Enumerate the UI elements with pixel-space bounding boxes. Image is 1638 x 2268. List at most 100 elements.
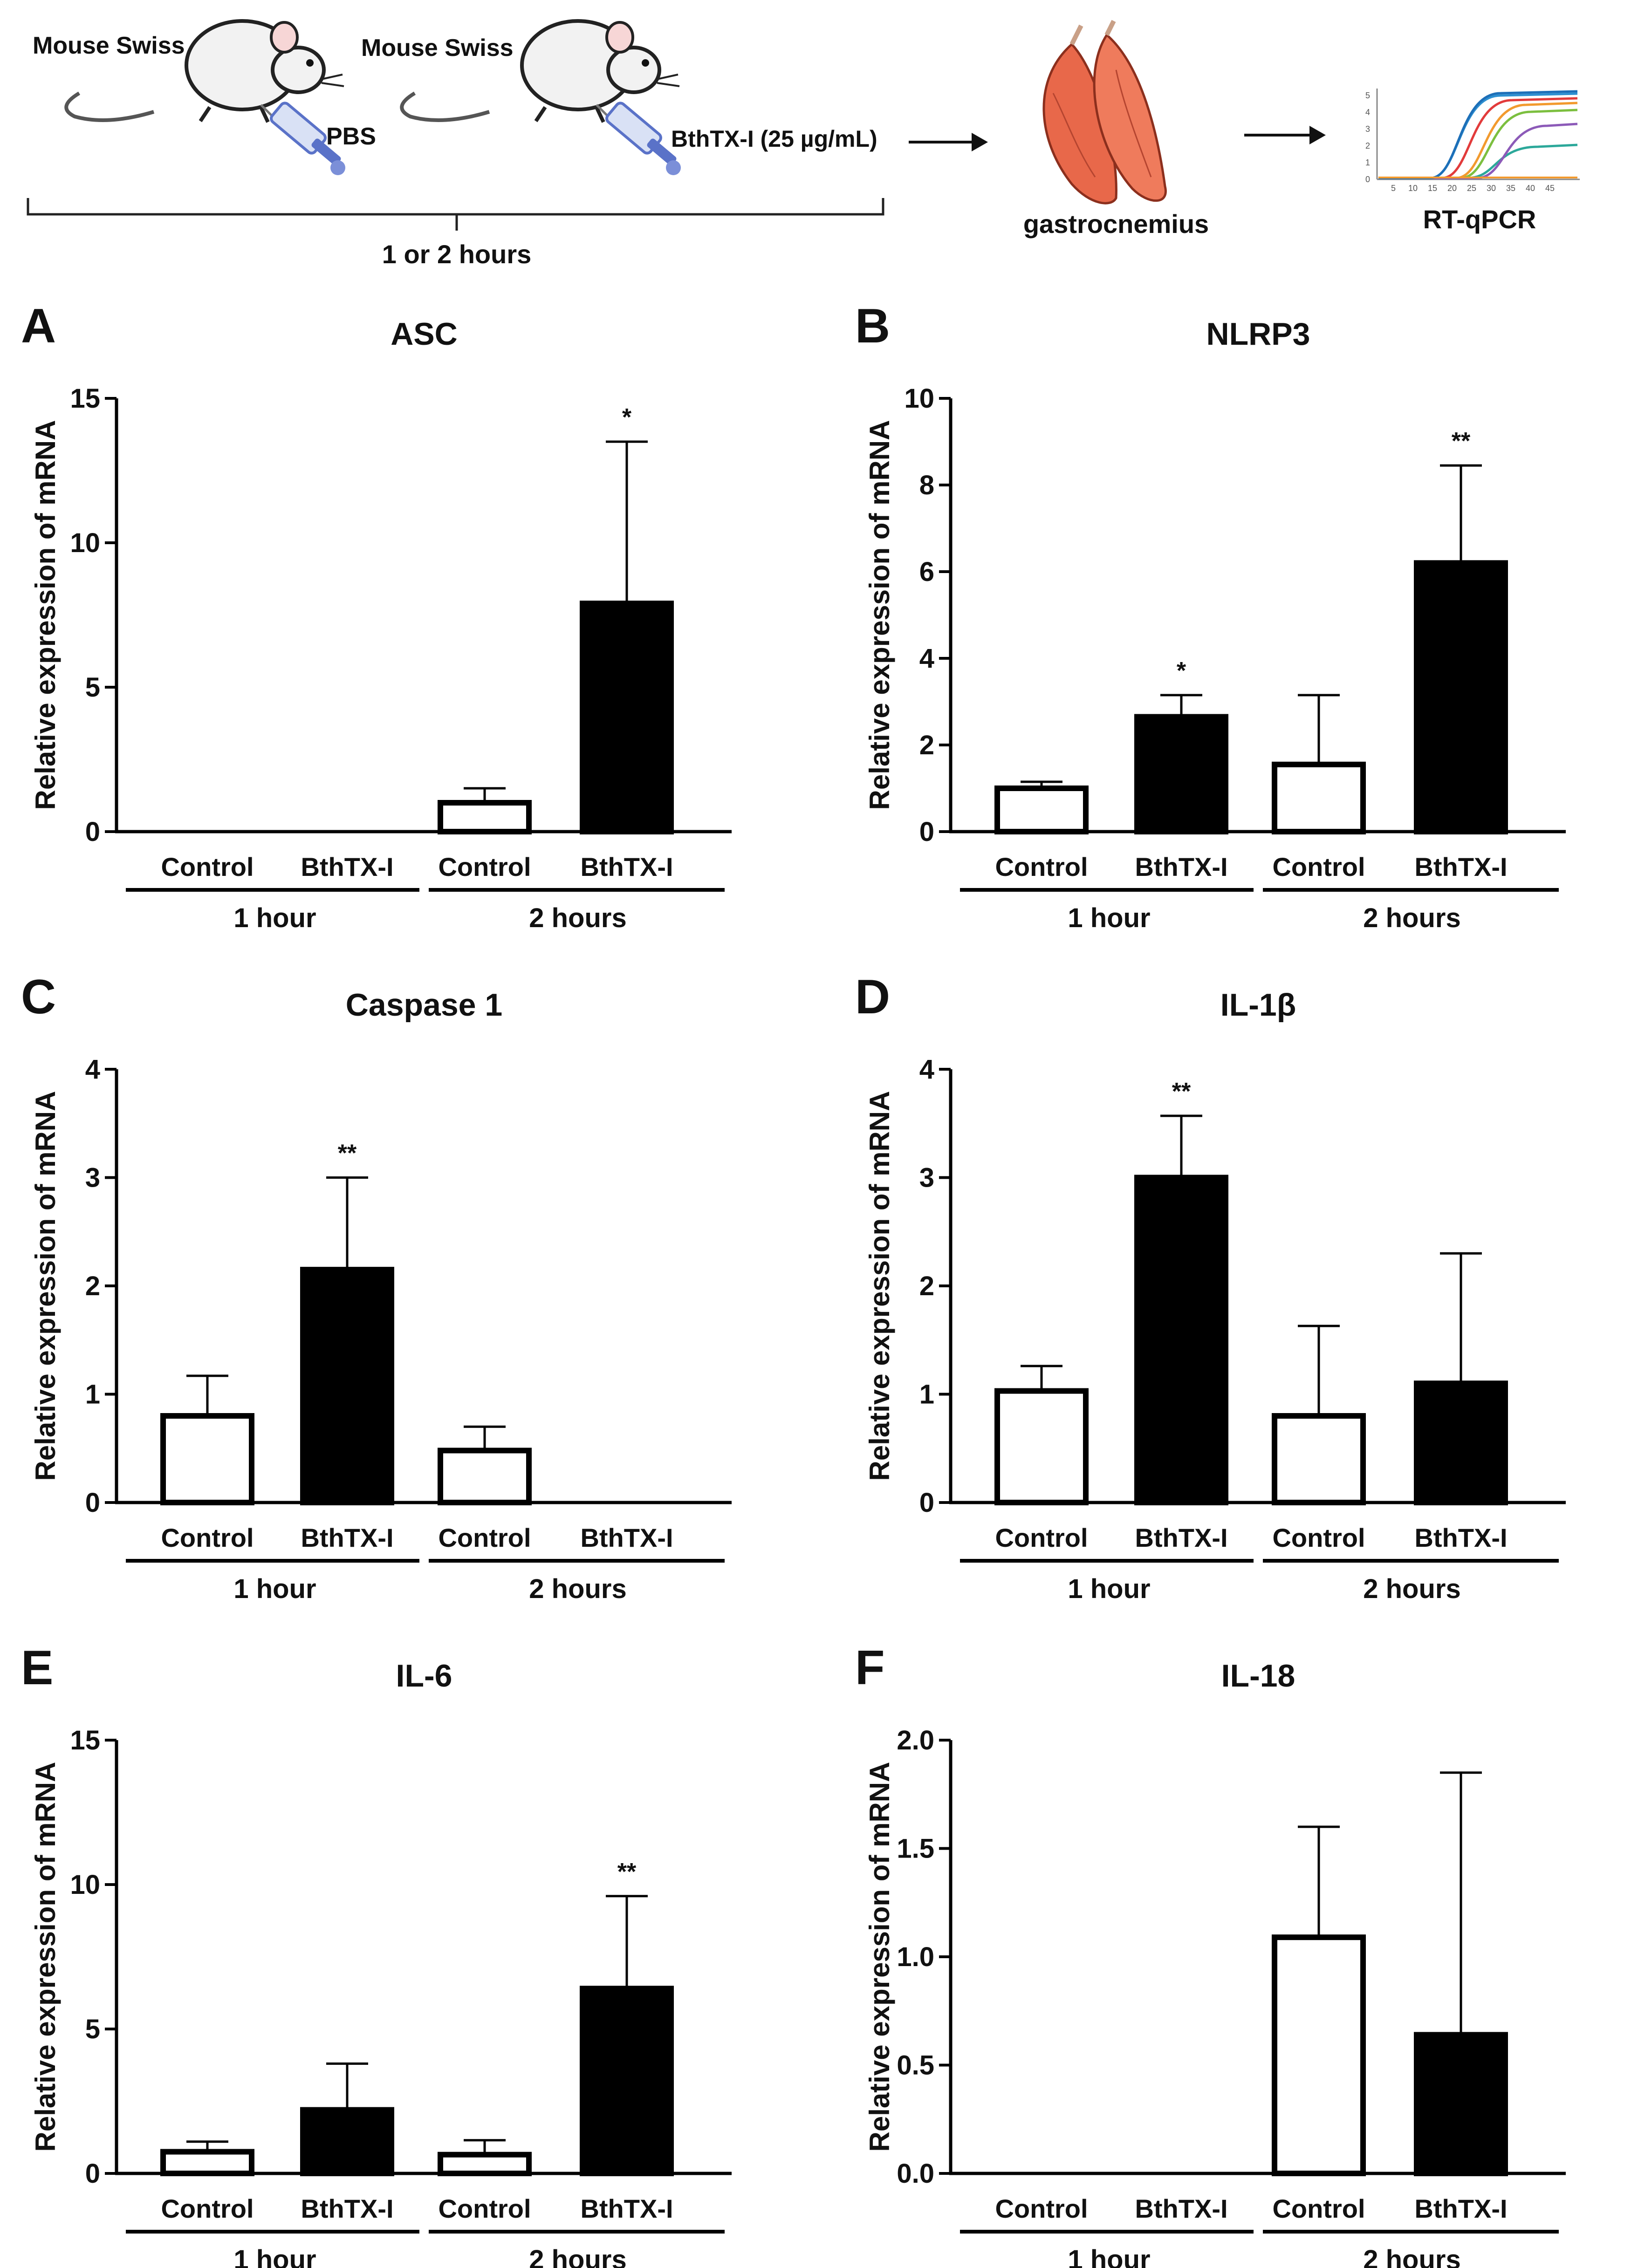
category-label: Control [1272,852,1365,881]
group-label: 1 hour [1068,903,1150,933]
category-label: Control [995,1523,1088,1552]
category-label: BthTX-I [1135,1523,1227,1552]
y-axis-label: Relative expression of mRNA [864,1762,895,2152]
chart-title: ASC [391,316,458,352]
category-label: Control [161,1523,254,1552]
bar [1272,1934,1366,2177]
mouse-label-1: Mouse Swiss [33,32,185,59]
category-label: BthTX-I [580,1523,673,1552]
category-label: Control [1272,1523,1365,1552]
y-tick-label: 8 [919,470,934,500]
injection-label-2: BthTX-I (25 µg/mL) [671,126,877,152]
group-label: 2 hours [1363,2245,1461,2268]
category-label: Control [161,2194,254,2223]
qpcr-y-tick: 1 [1365,158,1370,167]
category-label: BthTX-I [301,1523,393,1552]
y-tick-label: 5 [85,2014,100,2044]
category-label: BthTX-I [1414,1523,1507,1552]
category-label: BthTX-I [1135,852,1227,881]
qpcr-y-tick: 5 [1365,91,1370,100]
y-axis-label: Relative expression of mRNA [30,1091,61,1481]
bar [438,800,532,834]
chart-panel-c: C Caspase 1 Relative expression of mRNA 0 1 2… [21,970,732,1604]
chart-title: NLRP3 [1206,316,1310,352]
category-label: Control [438,2194,531,2223]
panel-letter: E [21,1641,53,1695]
bar [160,2149,254,2176]
significance-marker: ** [338,1140,357,1167]
category-label: Control [438,852,531,881]
qpcr-x-tick: 15 [1428,184,1437,193]
syringe-1-icon [260,102,345,175]
qpcr-x-tick: 30 [1487,184,1496,193]
panel-letter: C [21,970,56,1024]
chart-panel-d: D IL-1β Relative expression of mRNA 0 1 2 3 4 Co… [855,970,1566,1604]
y-tick-label: 0 [85,817,100,847]
time-label: 1 or 2 hours [382,239,532,269]
y-tick-label: 2 [85,1271,100,1301]
y-tick-label: 15 [70,1725,100,1756]
y-tick-label: 4 [919,1054,934,1085]
chart-title: IL-6 [396,1658,452,1694]
bar [1414,2032,1508,2177]
y-tick-label: 6 [919,557,934,587]
panel-letter: A [21,299,56,353]
y-tick-label: 0.5 [897,2050,934,2081]
group-label: 2 hours [529,1574,627,1604]
y-tick-label: 1.5 [897,1834,934,1864]
time-bracket [27,198,884,231]
chart-title: Caspase 1 [346,987,502,1023]
y-tick-label: 1.0 [897,1942,934,1972]
category-label: BthTX-I [301,2194,393,2223]
qpcr-x-tick: 35 [1506,184,1515,193]
y-tick-label: 0 [919,817,934,847]
qpcr-curve [1378,109,1578,179]
category-label: BthTX-I [1414,2194,1507,2223]
y-axis-label: Relative expression of mRNA [30,420,61,810]
bar [580,601,674,834]
y-tick-label: 0 [85,2159,100,2189]
syringe-2-icon [596,102,681,175]
panels: A ASC Relative expression of mRNA 0 5 10 15 Con… [21,299,1566,2268]
significance-marker: * [1177,657,1186,684]
schematic: Mouse Swiss PBS Mouse Swiss BthTX-I (25 … [27,19,1580,269]
significance-marker: ** [1172,1078,1191,1105]
category-label: BthTX-I [1414,852,1507,881]
bar [1134,714,1228,834]
y-tick-label: 0 [919,1488,934,1518]
bar [300,1267,394,1505]
y-tick-label: 2 [919,730,934,760]
bar [580,1986,674,2176]
chart-panel-b: B NLRP3 Relative expression of mRNA 0 2 4 6 8 10… [855,299,1566,933]
bar [1414,1380,1508,1505]
y-axis-label: Relative expression of mRNA [864,420,895,810]
y-axis-label: Relative expression of mRNA [864,1091,895,1481]
bar [438,2152,532,2176]
y-tick-label: 4 [85,1054,100,1085]
y-tick-label: 5 [85,672,100,703]
category-label: BthTX-I [1135,2194,1227,2223]
bar [1272,761,1366,834]
bar [994,1388,1089,1506]
category-label: Control [995,2194,1088,2223]
group-label: 2 hours [1363,1574,1461,1604]
y-tick-label: 10 [70,528,100,558]
arrow-right-icon [1244,126,1326,144]
y-tick-label: 2.0 [897,1725,934,1756]
chart-title: IL-18 [1221,1658,1295,1694]
bar [994,786,1089,834]
mouse-label-2: Mouse Swiss [361,34,514,61]
qpcr-x-tick: 20 [1447,184,1457,193]
group-label: 2 hours [529,903,627,933]
qpcr-y-tick: 2 [1365,141,1370,150]
qpcr-x-tick: 5 [1391,184,1396,193]
category-label: BthTX-I [580,852,673,881]
panel-letter: F [855,1641,885,1695]
injection-label-1: PBS [326,123,376,150]
significance-marker: * [622,404,632,431]
chart-title: IL-1β [1220,987,1296,1023]
group-label: 1 hour [1068,2245,1150,2268]
